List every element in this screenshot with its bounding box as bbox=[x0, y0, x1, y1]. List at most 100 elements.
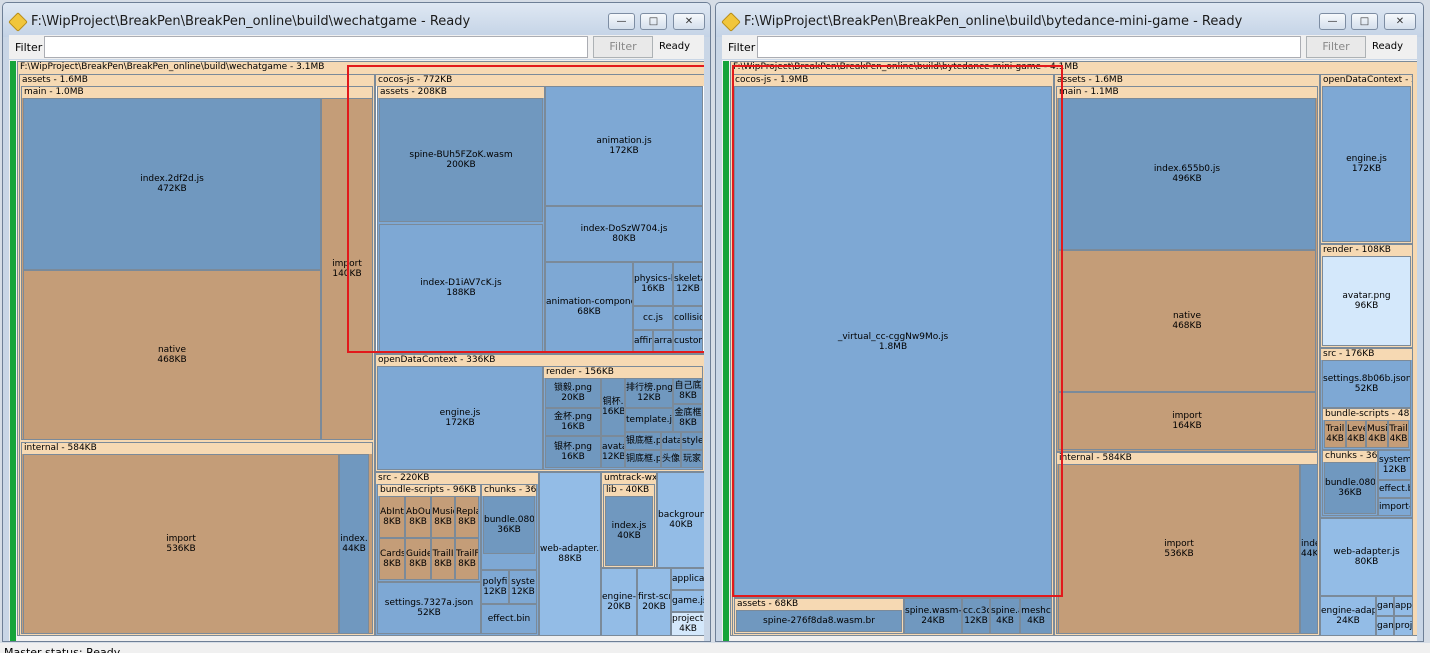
treemap-file[interactable]: index. 44KB bbox=[339, 454, 369, 634]
treemap-file[interactable]: effect.bin bbox=[481, 604, 537, 634]
treemap-file[interactable]: Cards 8KB bbox=[379, 538, 405, 580]
treemap[interactable]: F:\WipProject\BreakPen\BreakPen_online\b… bbox=[722, 60, 1417, 641]
treemap-file[interactable]: custom bbox=[673, 330, 703, 352]
treemap-file[interactable]: proj bbox=[1394, 616, 1413, 636]
filter-button[interactable]: Filter bbox=[593, 36, 653, 58]
treemap-file[interactable]: spine-BUh5FZoK.wasm 200KB bbox=[379, 98, 543, 222]
treemap-file[interactable]: collisio bbox=[673, 306, 703, 330]
treemap-file[interactable]: cc.js bbox=[633, 306, 673, 330]
treemap-file[interactable]: system 12KB bbox=[1378, 450, 1411, 480]
treemap-file[interactable]: 银杯.png 16KB bbox=[545, 436, 601, 468]
treemap-file[interactable]: web-adapter.bu88KB bbox=[539, 472, 601, 636]
treemap-file[interactable]: effect.b bbox=[1378, 480, 1411, 498]
treemap-file[interactable]: arra bbox=[653, 330, 673, 352]
treemap-file[interactable]: 锁毅.png 20KB bbox=[545, 378, 601, 408]
treemap-file[interactable]: 金杯.png 16KB bbox=[545, 408, 601, 436]
treemap-file[interactable]: TrailF 8KB bbox=[455, 538, 479, 580]
treemap-file[interactable]: polyfi 12KB bbox=[481, 570, 509, 604]
treemap-file[interactable]: game.js bbox=[671, 590, 704, 612]
close-button[interactable]: ✕ bbox=[1384, 13, 1416, 30]
minimize-button[interactable]: — bbox=[608, 13, 635, 30]
treemap-file[interactable]: style bbox=[681, 432, 703, 450]
treemap-file[interactable]: Music8KB bbox=[431, 496, 455, 538]
treemap-file[interactable]: animation.js 172KB bbox=[545, 86, 703, 206]
treemap-file[interactable]: Trail 4KB bbox=[1388, 420, 1409, 448]
treemap-file[interactable]: applicat bbox=[671, 568, 704, 590]
treemap-file[interactable]: bundle.080 36KB bbox=[483, 496, 535, 554]
treemap-file[interactable]: gam bbox=[1376, 596, 1394, 616]
treemap-file[interactable]: engine-a20KB bbox=[601, 568, 637, 636]
treemap-file[interactable]: Trail 4KB bbox=[1324, 420, 1346, 448]
treemap-file-label: skeleta 12KB bbox=[674, 274, 702, 294]
treemap-file[interactable]: Leve4KB bbox=[1346, 420, 1366, 448]
treemap-file[interactable]: engine.js 172KB bbox=[377, 366, 543, 470]
treemap-file[interactable]: syste 12KB bbox=[509, 570, 537, 604]
treemap-file[interactable]: import 536KB bbox=[1058, 464, 1300, 634]
treemap-file[interactable]: engine.js 172KB bbox=[1322, 86, 1411, 242]
treemap-file[interactable]: 银底框.p bbox=[625, 432, 661, 450]
treemap-file[interactable]: spine.a4KB bbox=[990, 598, 1020, 634]
treemap-file[interactable]: spine.wasm-N 24KB bbox=[904, 598, 962, 634]
treemap-file-name: polyfi bbox=[482, 577, 508, 587]
close-button[interactable]: ✕ bbox=[673, 13, 705, 30]
treemap-file[interactable]: import- bbox=[1378, 498, 1411, 516]
treemap-file[interactable]: avatar.png 96KB bbox=[1322, 256, 1411, 346]
title-bar[interactable]: F:\WipProject\BreakPen\BreakPen_online\b… bbox=[716, 3, 1423, 37]
treemap-file[interactable]: physics-b 16KB bbox=[633, 262, 673, 306]
treemap-file[interactable]: app bbox=[1394, 596, 1413, 616]
treemap-file[interactable]: native 468KB bbox=[1058, 250, 1316, 392]
treemap-file[interactable]: settings.7327a.json 52KB bbox=[377, 582, 481, 634]
treemap-file[interactable]: inde44KB bbox=[1300, 464, 1318, 634]
treemap-file[interactable]: bundle.0805 36KB bbox=[1324, 462, 1376, 514]
treemap-file[interactable]: import 536KB bbox=[23, 454, 339, 634]
treemap-file[interactable]: Musi 4KB bbox=[1366, 420, 1388, 448]
treemap-file[interactable]: TrailI 8KB bbox=[431, 538, 455, 580]
treemap-file[interactable]: gam bbox=[1376, 616, 1394, 636]
treemap-file-label: Guide 8KB bbox=[406, 549, 430, 569]
treemap-file[interactable]: index.655b0.js 496KB bbox=[1058, 98, 1316, 250]
treemap-file[interactable]: 排行榜.png 12KB bbox=[625, 378, 673, 408]
treemap-file[interactable]: avatar.12KB bbox=[601, 436, 625, 468]
treemap-file[interactable]: data bbox=[661, 432, 681, 450]
treemap-file[interactable]: Guide 8KB bbox=[405, 538, 431, 580]
treemap-file[interactable]: template.js bbox=[625, 408, 673, 432]
treemap-file[interactable]: web-adapter.js 80KB bbox=[1320, 518, 1413, 596]
treemap-file[interactable]: background40KB bbox=[657, 472, 704, 568]
filter-input[interactable] bbox=[757, 36, 1301, 58]
treemap-file[interactable]: skeleta 12KB bbox=[673, 262, 703, 306]
treemap-file[interactable]: spine-276f8da8.wasm.br bbox=[736, 610, 902, 632]
treemap-file[interactable]: index-D1iAV7cK.js 188KB bbox=[379, 224, 543, 352]
treemap[interactable]: F:\WipProject\BreakPen\BreakPen_online\b… bbox=[9, 60, 704, 641]
treemap-file[interactable]: animation-componen 68KB bbox=[545, 262, 633, 352]
treemap-file[interactable]: native 468KB bbox=[23, 270, 321, 440]
maximize-button[interactable]: □ bbox=[1351, 13, 1378, 30]
treemap-file-name: spine-BUh5FZoK.wasm bbox=[409, 150, 513, 160]
filter-input[interactable] bbox=[44, 36, 588, 58]
treemap-file[interactable]: 铜底框.p bbox=[625, 450, 661, 468]
treemap-file[interactable]: 铜杯. 16KB bbox=[601, 378, 625, 436]
treemap-file[interactable]: settings.8b06b.json 52KB bbox=[1322, 360, 1411, 408]
treemap-file[interactable]: 自己底 8KB bbox=[673, 378, 703, 404]
treemap-file[interactable]: import 164KB bbox=[1058, 392, 1316, 450]
title-bar[interactable]: F:\WipProject\BreakPen\BreakPen_online\b… bbox=[3, 3, 710, 37]
treemap-file[interactable]: first-scre20KB bbox=[637, 568, 671, 636]
filter-button[interactable]: Filter bbox=[1306, 36, 1366, 58]
treemap-file[interactable]: AbInt 8KB bbox=[379, 496, 405, 538]
treemap-file[interactable]: 玩家 bbox=[681, 450, 703, 468]
treemap-file[interactable]: index.js 40KB bbox=[605, 496, 653, 566]
treemap-file[interactable]: 金底框 8KB bbox=[673, 404, 703, 432]
treemap-file[interactable]: cc.c3c312KB bbox=[962, 598, 990, 634]
treemap-file[interactable]: AbOut8KB bbox=[405, 496, 431, 538]
treemap-file-name: index.655b0.js bbox=[1153, 164, 1221, 174]
maximize-button[interactable]: □ bbox=[640, 13, 667, 30]
treemap-file[interactable]: 头像 bbox=[661, 450, 681, 468]
treemap-file[interactable]: engine-adap 24KB bbox=[1320, 596, 1376, 636]
treemap-file[interactable]: _virtual_cc-cggNw9Mo.js 1.8MB bbox=[734, 86, 1052, 598]
treemap-file[interactable]: index-DoSzW704.js 80KB bbox=[545, 206, 703, 262]
treemap-file-size: 12KB bbox=[483, 587, 507, 597]
treemap-file[interactable]: meshc 4KB bbox=[1020, 598, 1052, 634]
minimize-button[interactable]: — bbox=[1319, 13, 1346, 30]
treemap-file[interactable]: Repla 8KB bbox=[455, 496, 479, 538]
treemap-file[interactable]: index.2df2d.js 472KB bbox=[23, 98, 321, 270]
